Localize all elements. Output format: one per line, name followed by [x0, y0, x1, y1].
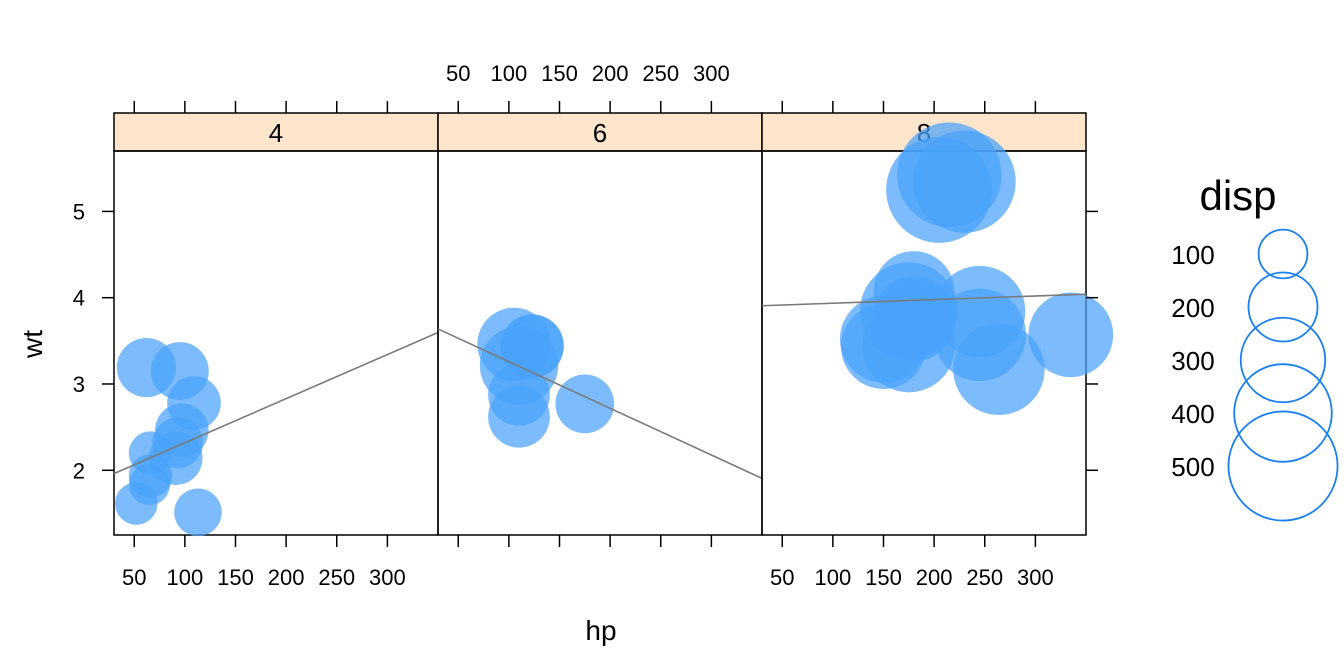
x-tick-label: 150 [541, 61, 578, 86]
fit-line-8 [761, 293, 1087, 307]
x-tick-label: 200 [592, 61, 629, 86]
x-tick-label: 100 [815, 565, 852, 590]
legend-title: disp [1199, 172, 1276, 219]
data-point [555, 374, 615, 434]
x-tick-label: 200 [916, 565, 953, 590]
x-tick-label: 300 [369, 565, 406, 590]
legend-label: 400 [1171, 399, 1214, 429]
x-tick-label: 100 [491, 61, 528, 86]
data-point [860, 262, 958, 360]
y-tick-label: 2 [73, 458, 85, 483]
x-axis-title: hp [585, 615, 616, 646]
x-tick-label: 300 [1017, 565, 1054, 590]
data-point [167, 376, 221, 430]
y-tick-label: 5 [73, 199, 85, 224]
x-tick-label: 200 [268, 565, 305, 590]
y-axis-title: wt [17, 330, 48, 359]
data-point [913, 130, 1016, 233]
data-point [500, 314, 564, 378]
x-tick-label: 50 [446, 61, 470, 86]
data-point [149, 431, 203, 485]
legend-label: 500 [1171, 452, 1214, 482]
strip-label-4: 4 [269, 118, 283, 148]
strip-4 [113, 112, 439, 152]
x-tick-label: 50 [770, 565, 794, 590]
x-tick-label: 300 [693, 61, 730, 86]
legend-label: 300 [1171, 346, 1214, 376]
data-point [174, 488, 222, 537]
legend-key [1227, 410, 1339, 522]
x-tick-label: 50 [122, 565, 146, 590]
legend-label: 200 [1171, 293, 1214, 323]
strip-6 [437, 112, 763, 152]
y-tick-label: 3 [73, 372, 85, 397]
legend-label: 100 [1171, 240, 1214, 270]
legend-key [1257, 228, 1309, 280]
y-tick-label: 4 [73, 286, 85, 311]
strip-label-6: 6 [593, 118, 607, 148]
x-tick-label: 250 [966, 565, 1003, 590]
fit-line-4 [113, 331, 439, 475]
x-tick-label: 100 [167, 565, 204, 590]
data-point [953, 323, 1045, 416]
legend-key [1239, 316, 1327, 404]
data-point [1028, 292, 1114, 378]
legend-key [1247, 271, 1319, 343]
legend-key [1233, 363, 1333, 463]
fit-line-6 [437, 328, 763, 480]
x-tick-label: 250 [318, 565, 355, 590]
x-tick-label: 150 [217, 565, 254, 590]
x-tick-label: 150 [865, 565, 902, 590]
x-tick-label: 250 [642, 61, 679, 86]
